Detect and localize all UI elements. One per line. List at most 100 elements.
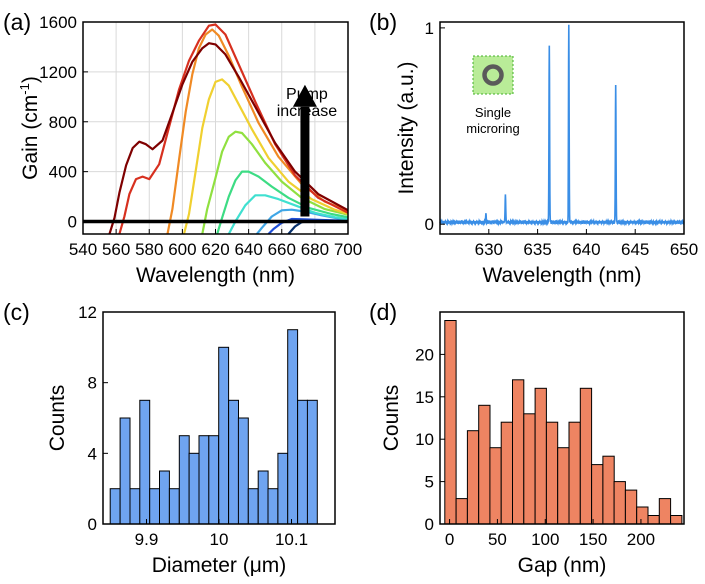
x-tick-label: 540 <box>69 240 97 259</box>
series-line-p6 <box>201 130 348 234</box>
bar <box>228 399 240 525</box>
series-line-p5 <box>216 170 348 234</box>
x-axis-label: Gap (nm) <box>518 554 607 577</box>
x-tick-label: 640 <box>572 240 600 259</box>
bar <box>602 455 615 525</box>
y-tick-label: 15 <box>415 388 434 407</box>
x-axis-label: Wavelength (nm) <box>482 264 641 287</box>
series-line-p4 <box>227 194 348 234</box>
panel-label-a: (a) <box>3 9 31 35</box>
bar <box>168 488 180 525</box>
x-tick-label: 600 <box>168 240 196 259</box>
bar <box>455 498 468 525</box>
bar <box>159 470 170 525</box>
x-tick-label: 660 <box>268 240 296 259</box>
axes-frame <box>439 21 685 235</box>
axes-frame <box>439 311 685 525</box>
spectrum-line <box>439 24 685 227</box>
y-tick-label: 8 <box>88 374 97 393</box>
bar <box>613 481 626 525</box>
bar <box>545 421 559 525</box>
bar <box>489 447 502 525</box>
y-tick-label: 4 <box>88 444 97 463</box>
x-axis-label: Wavelength (nm) <box>136 264 295 287</box>
y-tick-label: 5 <box>425 473 434 492</box>
pump-arrow-head <box>292 84 317 107</box>
bar <box>591 464 604 525</box>
bar <box>670 515 683 525</box>
bar <box>523 413 536 525</box>
y-axis-label: Counts <box>46 385 69 452</box>
bar <box>188 452 200 525</box>
bar <box>658 498 672 525</box>
bar <box>178 435 190 525</box>
bar <box>534 387 547 525</box>
y-axis-label-close: ) <box>19 76 42 83</box>
bar <box>557 447 570 525</box>
x-tick-label: 50 <box>488 530 507 549</box>
bar <box>287 329 299 525</box>
y-axis-label-sup: -1 <box>17 83 32 95</box>
bar <box>568 421 581 525</box>
bar <box>129 488 141 525</box>
y-tick-label: 800 <box>49 113 77 132</box>
x-tick-label: 9.9 <box>135 530 159 549</box>
x-tick-label: 200 <box>627 530 655 549</box>
x-tick-label: 10.1 <box>275 530 308 549</box>
x-tick-label: 650 <box>670 240 698 259</box>
bar <box>297 399 309 525</box>
series-line-p8 <box>166 28 348 234</box>
panel-label-c: (c) <box>3 299 30 325</box>
bar <box>466 430 480 525</box>
panel-label-d: (d) <box>369 299 397 325</box>
x-tick-label: 680 <box>301 240 329 259</box>
x-tick-label: 0 <box>445 530 454 549</box>
y-tick-label: 1600 <box>39 13 77 32</box>
x-tick-label: 630 <box>475 240 503 259</box>
annotation-line-2: increase <box>277 103 338 120</box>
bar <box>444 320 457 525</box>
x-tick-label: 150 <box>579 530 607 549</box>
bar <box>500 421 514 525</box>
annotation-line-1: Pump <box>286 86 328 103</box>
y-tick-label: 0 <box>88 515 97 534</box>
panel-c: 9.9 10 10.1 0 4 8 12 Diameter (μm) Counts (c) <box>3 299 336 577</box>
bar <box>149 488 161 525</box>
bar <box>257 470 269 525</box>
panel-d: 0 50 100 150 200 0 5 10 15 20 Gap (nm) Counts (d) <box>369 299 685 577</box>
panel-label-b: (b) <box>369 9 397 35</box>
bar <box>119 417 131 525</box>
bar <box>109 488 121 525</box>
y-tick-label: 400 <box>49 163 77 182</box>
y-tick-label: 20 <box>415 345 434 364</box>
y-tick-label: 0 <box>425 515 434 534</box>
bar <box>237 417 249 525</box>
y-tick-label: 1 <box>425 19 434 38</box>
series-line-p10 <box>108 42 348 234</box>
x-tick-label: 640 <box>234 240 262 259</box>
x-tick-label: 580 <box>135 240 163 259</box>
inset-box <box>472 55 514 95</box>
bar <box>277 452 289 525</box>
bar <box>579 387 593 525</box>
bar <box>267 488 279 525</box>
x-tick-label: 645 <box>621 240 649 259</box>
x-tick-label: 635 <box>523 240 551 259</box>
bar <box>208 435 220 525</box>
microring-icon <box>482 64 504 86</box>
y-tick-label: 0 <box>68 213 77 232</box>
bar <box>624 489 638 525</box>
series-group <box>83 23 348 234</box>
y-tick-label: 1200 <box>39 63 77 82</box>
x-tick-label: 700 <box>334 240 362 259</box>
bar <box>647 515 660 525</box>
bar <box>198 435 210 525</box>
x-axis-label: Diameter (μm) <box>152 554 287 577</box>
bar <box>636 506 649 525</box>
x-tick-label: 560 <box>102 240 130 259</box>
y-axis-label-main: Gain (cm <box>19 95 42 180</box>
y-tick-label: 12 <box>78 303 97 322</box>
